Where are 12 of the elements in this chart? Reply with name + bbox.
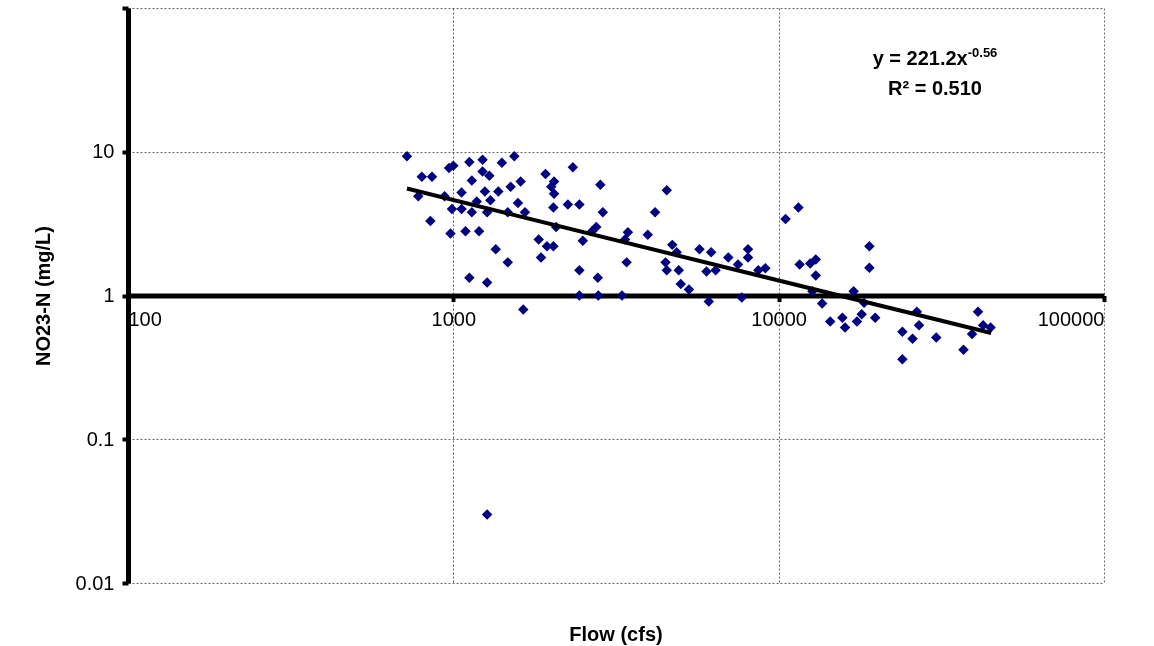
x-axis-title: Flow (cfs)	[569, 623, 663, 645]
x-tick-label: 1000	[431, 308, 477, 330]
x-tick-label: 100000	[1037, 308, 1105, 330]
y-tick-label: 0.1	[86, 427, 115, 450]
annotation: R² = 0.510	[887, 75, 983, 101]
y-tick-label: 1	[103, 284, 115, 306]
annotation: y = 221.2x$^{-0.56}$	[871, 44, 999, 71]
x-tick-label: 10000	[751, 308, 807, 330]
x-tick-label: 100	[128, 308, 162, 330]
y-tick-label: 10	[92, 140, 115, 163]
y-tick-label: 0.01	[75, 571, 115, 594]
y-axis-title: NO23-N (mg/L)	[31, 226, 54, 366]
